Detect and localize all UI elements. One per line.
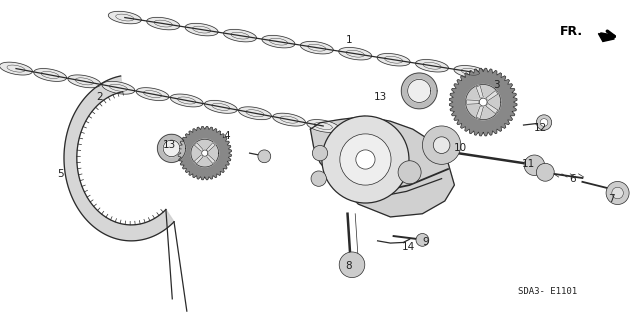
Polygon shape: [68, 75, 100, 88]
Circle shape: [422, 126, 461, 164]
Polygon shape: [262, 35, 295, 48]
Polygon shape: [300, 41, 333, 54]
Polygon shape: [0, 62, 33, 75]
Polygon shape: [102, 81, 135, 94]
Polygon shape: [466, 85, 500, 120]
Circle shape: [356, 150, 375, 169]
Text: SDA3- E1101: SDA3- E1101: [518, 287, 577, 296]
Polygon shape: [223, 29, 257, 42]
Circle shape: [612, 187, 623, 199]
Polygon shape: [339, 48, 372, 60]
Polygon shape: [136, 88, 169, 100]
Circle shape: [540, 119, 548, 126]
Polygon shape: [415, 60, 449, 72]
Circle shape: [398, 161, 421, 184]
Text: 13: 13: [374, 92, 387, 102]
Polygon shape: [307, 120, 340, 132]
Polygon shape: [310, 116, 454, 217]
Polygon shape: [163, 140, 180, 157]
Polygon shape: [467, 100, 479, 104]
Circle shape: [536, 163, 554, 181]
Circle shape: [416, 234, 429, 246]
Polygon shape: [408, 79, 431, 102]
Polygon shape: [185, 23, 218, 36]
Polygon shape: [273, 113, 305, 126]
Circle shape: [339, 252, 365, 278]
Text: 13: 13: [163, 140, 176, 150]
Text: 6: 6: [570, 174, 576, 184]
Polygon shape: [486, 103, 498, 114]
Polygon shape: [377, 54, 410, 66]
Text: 3: 3: [493, 79, 499, 90]
Polygon shape: [207, 143, 215, 152]
Circle shape: [524, 155, 545, 175]
Text: 11: 11: [522, 159, 534, 169]
Circle shape: [340, 134, 391, 185]
Circle shape: [606, 182, 629, 204]
Text: 2: 2: [96, 92, 102, 102]
Polygon shape: [64, 76, 174, 241]
Circle shape: [322, 116, 409, 203]
Circle shape: [258, 150, 271, 163]
Circle shape: [536, 115, 552, 130]
Polygon shape: [178, 126, 232, 180]
Polygon shape: [195, 155, 203, 164]
Text: 5: 5: [58, 169, 64, 179]
Circle shape: [311, 171, 326, 186]
Polygon shape: [486, 91, 498, 101]
Polygon shape: [479, 98, 487, 106]
Text: 10: 10: [454, 143, 467, 153]
Text: FR.: FR.: [560, 26, 583, 38]
Polygon shape: [239, 107, 271, 120]
Polygon shape: [598, 33, 614, 41]
Text: 7: 7: [608, 194, 614, 204]
Polygon shape: [401, 73, 437, 109]
Circle shape: [433, 137, 450, 153]
Polygon shape: [204, 100, 237, 113]
Circle shape: [312, 145, 328, 161]
Text: 1: 1: [346, 35, 352, 45]
Text: 4: 4: [224, 130, 230, 141]
Polygon shape: [195, 143, 203, 152]
Polygon shape: [202, 150, 208, 156]
Polygon shape: [449, 68, 517, 136]
Polygon shape: [207, 155, 215, 164]
Polygon shape: [147, 17, 180, 30]
Polygon shape: [108, 11, 141, 24]
Polygon shape: [476, 106, 483, 119]
Polygon shape: [34, 69, 67, 81]
Polygon shape: [454, 65, 487, 78]
Text: 9: 9: [422, 237, 429, 248]
Text: 12: 12: [534, 122, 547, 133]
Polygon shape: [191, 139, 219, 167]
Polygon shape: [476, 85, 483, 98]
Polygon shape: [170, 94, 203, 107]
Polygon shape: [157, 134, 186, 162]
Text: 8: 8: [346, 261, 352, 271]
Text: 14: 14: [402, 242, 415, 252]
